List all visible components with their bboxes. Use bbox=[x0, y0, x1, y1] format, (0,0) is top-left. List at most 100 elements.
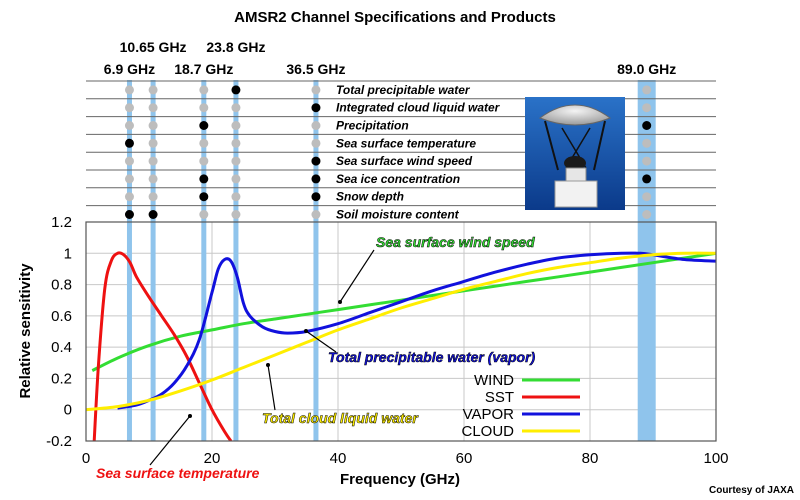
channel-label-1: 10.65 GHz bbox=[120, 39, 187, 55]
product-label-1: Integrated cloud liquid water bbox=[336, 101, 501, 115]
product-dot-0-3 bbox=[231, 85, 241, 95]
channel-band-top-0 bbox=[126, 80, 132, 222]
channel-label-4: 36.5 GHz bbox=[286, 61, 345, 77]
y-tick-label-1: 0 bbox=[64, 402, 72, 419]
product-dot-6-5 bbox=[642, 192, 652, 202]
product-dot-3-1 bbox=[148, 138, 158, 148]
channel-bands bbox=[126, 80, 656, 222]
channel-band-plot-3 bbox=[233, 222, 239, 441]
annotations: Sea surface wind speed Total precipitable… bbox=[96, 234, 536, 481]
plot-area bbox=[85, 221, 717, 442]
y-axis-label: Relative sensitivity bbox=[17, 263, 34, 399]
product-dot-2-0 bbox=[124, 121, 134, 130]
product-dot-2-3 bbox=[231, 121, 241, 130]
satellite-picture bbox=[525, 97, 625, 210]
legend-label-vapor: VAPOR bbox=[463, 406, 515, 423]
channel-band-plot-1 bbox=[150, 222, 156, 441]
product-dot-3-0 bbox=[124, 138, 134, 148]
legend-label-sst: SST bbox=[485, 389, 514, 406]
product-dot-1-2 bbox=[199, 103, 209, 113]
plot-frame bbox=[85, 221, 717, 442]
product-dot-0-1 bbox=[148, 85, 158, 95]
product-dot-1-3 bbox=[231, 103, 241, 113]
strut-right bbox=[593, 120, 606, 171]
product-dot-3-4 bbox=[311, 138, 321, 148]
product-dot-2-4 bbox=[311, 121, 321, 130]
product-label-7: Soil moisture content bbox=[336, 208, 460, 222]
product-dot-7-1 bbox=[148, 210, 158, 219]
annotation-pointer-1 bbox=[305, 330, 337, 353]
product-dot-5-4 bbox=[311, 174, 321, 184]
product-dot-6-4 bbox=[311, 192, 321, 202]
y-tick-label-3: 0.4 bbox=[51, 339, 72, 356]
chart-title: AMSR2 Channel Specifications and Product… bbox=[234, 9, 556, 26]
product-dot-2-1 bbox=[148, 121, 158, 130]
product-dot-5-2 bbox=[199, 174, 209, 184]
legend-label-wind: WIND bbox=[474, 372, 514, 389]
y-tick-labels: -0.2 0 0.2 0.4 0.6 0.8 1 1.2 bbox=[46, 214, 72, 450]
channel-band-top-1 bbox=[150, 80, 156, 222]
legend-label-cloud: CLOUD bbox=[461, 423, 514, 440]
channel-band-plot-5 bbox=[637, 222, 656, 441]
channel-label-5: 89.0 GHz bbox=[617, 61, 676, 77]
product-dot-2-5 bbox=[642, 121, 652, 130]
annotation-label-3: Sea surface temperature bbox=[96, 465, 260, 481]
product-dot-0-4 bbox=[311, 85, 321, 95]
series-lines bbox=[86, 251, 716, 441]
product-dot-4-2 bbox=[199, 156, 209, 166]
receiver-box bbox=[565, 167, 587, 182]
x-tick-label-3: 60 bbox=[456, 450, 473, 467]
x-tick-label-1: 20 bbox=[204, 450, 221, 467]
channel-label-3: 23.8 GHz bbox=[206, 39, 265, 55]
channel-band-top-2 bbox=[201, 80, 207, 222]
series-line-vapor bbox=[117, 251, 716, 410]
product-dot-4-4 bbox=[311, 156, 321, 166]
product-dot-1-0 bbox=[124, 103, 134, 113]
channel-band-top-3 bbox=[233, 80, 239, 222]
product-dot-1-1 bbox=[148, 103, 158, 113]
product-dot-1-4 bbox=[311, 103, 321, 113]
feed-horn bbox=[564, 156, 586, 170]
annotation-pointer-tip-3 bbox=[188, 414, 192, 418]
y-tick-label-7: 1.2 bbox=[51, 214, 72, 231]
channel-band-top-4 bbox=[313, 80, 319, 222]
annotation-pointer-tip-0 bbox=[338, 300, 342, 304]
annotation-pointer-3 bbox=[149, 415, 191, 466]
antenna-dish bbox=[538, 104, 612, 126]
series-line-wind bbox=[91, 251, 716, 372]
product-dot-5-1 bbox=[148, 174, 158, 184]
series-line-sst bbox=[92, 251, 233, 441]
product-dot-2-2 bbox=[199, 121, 209, 130]
channel-label-0: 6.9 GHz bbox=[104, 61, 155, 77]
product-dot-0-5 bbox=[642, 85, 652, 95]
product-label-0: Total precipitable water bbox=[336, 83, 471, 97]
y-tick-label-6: 1 bbox=[64, 245, 72, 262]
channel-band-plot-0 bbox=[126, 222, 132, 441]
product-dot-4-5 bbox=[642, 156, 652, 166]
x-axis-label: Frequency (GHz) bbox=[340, 471, 460, 488]
product-dot-6-2 bbox=[199, 192, 209, 202]
annotation-label-2: Total cloud liquid water bbox=[262, 410, 419, 426]
product-dot-0-2 bbox=[199, 85, 209, 95]
annotation-pointer-tip-1 bbox=[304, 329, 308, 333]
annotation-pointer-tip-2 bbox=[266, 363, 270, 367]
product-dot-6-0 bbox=[124, 192, 134, 202]
y-tick-label-0: -0.2 bbox=[46, 433, 72, 450]
product-dot-4-0 bbox=[124, 156, 134, 166]
product-dot-4-3 bbox=[231, 156, 241, 166]
product-label-2: Precipitation bbox=[336, 119, 409, 133]
product-dot-0-0 bbox=[124, 85, 134, 95]
y-tick-label-2: 0.2 bbox=[51, 370, 72, 387]
x-tick-label-2: 40 bbox=[330, 450, 347, 467]
credit-text: Courtesy of JAXA bbox=[709, 485, 794, 496]
product-dot-5-3 bbox=[231, 174, 241, 184]
product-dot-4-1 bbox=[148, 156, 158, 166]
product-dot-7-2 bbox=[199, 210, 209, 219]
strut-left bbox=[544, 120, 559, 171]
product-dot-6-3 bbox=[231, 192, 241, 202]
annotation-pointer-2 bbox=[267, 364, 276, 411]
product-dot-1-5 bbox=[642, 103, 652, 113]
x-tick-labels: 0 20 40 60 80 100 bbox=[82, 450, 729, 467]
